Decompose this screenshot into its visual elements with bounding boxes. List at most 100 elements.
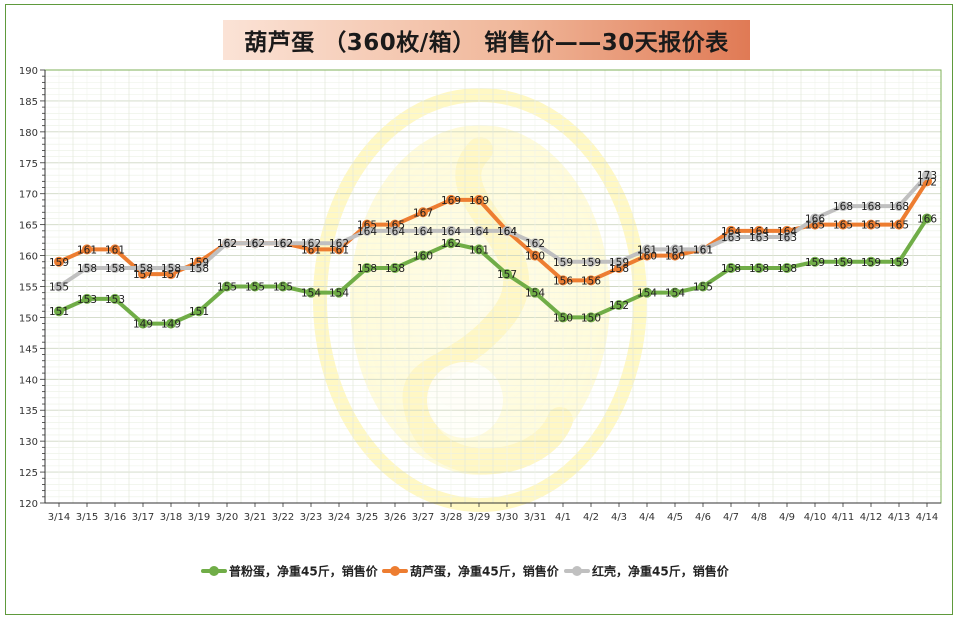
data-label-1: 161	[105, 244, 125, 256]
data-label-0: 151	[49, 306, 69, 318]
data-point-2	[250, 238, 260, 249]
data-point-1	[418, 207, 428, 218]
data-label-0: 158	[385, 263, 405, 275]
x-tick-label: 4/6	[695, 512, 711, 523]
data-label-0: 154	[665, 288, 685, 300]
data-point-0	[222, 281, 232, 292]
grid	[44, 69, 942, 504]
legend-label-2: 红壳，净重45斤，销售价	[592, 564, 730, 579]
data-label-2: 168	[861, 201, 881, 213]
data-label-1: 158	[609, 263, 629, 275]
data-label-1: 169	[469, 195, 489, 207]
data-point-0	[614, 300, 624, 311]
y-tick-label: 185	[19, 97, 38, 108]
data-label-2: 162	[329, 238, 349, 250]
data-label-1: 164	[497, 226, 517, 238]
x-tick-label: 4/12	[860, 512, 882, 523]
data-point-2	[334, 238, 344, 249]
y-tick-label: 160	[19, 252, 38, 263]
data-label-0: 154	[637, 288, 657, 300]
data-point-2	[362, 225, 372, 236]
data-label-1: 165	[889, 220, 909, 232]
data-label-0: 149	[161, 319, 181, 331]
data-label-1: 165	[861, 220, 881, 232]
data-label-0: 161	[469, 244, 489, 256]
data-point-0	[698, 281, 708, 292]
data-point-1	[586, 275, 596, 286]
data-point-1	[558, 275, 568, 286]
data-point-0	[558, 312, 568, 323]
data-label-2: 164	[357, 226, 377, 238]
data-label-2: 159	[609, 257, 629, 269]
x-tick-label: 3/15	[76, 512, 98, 523]
data-point-2	[698, 244, 708, 255]
data-point-2	[306, 238, 316, 249]
data-label-0: 159	[861, 257, 881, 269]
data-point-2	[418, 225, 428, 236]
data-label-0: 154	[301, 288, 321, 300]
y-tick-label: 190	[19, 66, 38, 77]
data-point-0	[446, 238, 456, 249]
data-label-0: 158	[357, 263, 377, 275]
data-label-1: 161	[77, 244, 97, 256]
data-point-1	[530, 250, 540, 261]
data-point-2	[138, 262, 148, 273]
data-point-0	[82, 293, 92, 304]
data-point-0	[838, 256, 848, 267]
data-label-1: 162	[245, 238, 265, 250]
data-label-2: 163	[777, 232, 797, 244]
data-label-2: 164	[497, 226, 517, 238]
data-point-0	[754, 262, 764, 273]
data-label-1: 161	[329, 244, 349, 256]
data-label-2: 162	[217, 238, 237, 250]
y-tick-label: 180	[19, 128, 38, 139]
data-label-1: 159	[49, 257, 69, 269]
data-point-1	[866, 219, 876, 230]
data-label-2: 161	[637, 244, 657, 256]
data-label-1: 165	[357, 220, 377, 232]
data-label-2: 168	[833, 201, 853, 213]
data-label-2: 166	[805, 213, 825, 225]
x-tick-label: 4/9	[779, 512, 795, 523]
data-label-2: 163	[749, 232, 769, 244]
data-label-0: 157	[497, 269, 517, 281]
data-point-2	[166, 262, 176, 273]
data-label-1: 162	[273, 238, 293, 250]
data-label-2: 162	[301, 238, 321, 250]
data-point-0	[810, 256, 820, 267]
x-tick-label: 3/26	[384, 512, 406, 523]
data-point-1	[82, 244, 92, 255]
axes: 120 125 130 135 140 145 150 155 160 165 170 175 180 1…	[19, 66, 942, 523]
data-label-1: 160	[637, 251, 657, 263]
data-label-0: 153	[77, 294, 97, 306]
data-label-1: 164	[721, 226, 741, 238]
data-label-1: 161	[693, 244, 713, 256]
data-label-0: 150	[553, 312, 573, 324]
data-label-1: 157	[161, 269, 181, 281]
data-point-2	[866, 201, 876, 212]
data-label-2: 158	[161, 263, 181, 275]
data-label-1: 156	[581, 275, 601, 287]
data-label-2: 168	[889, 201, 909, 213]
data-label-0: 159	[889, 257, 909, 269]
data-point-0	[138, 318, 148, 329]
x-tick-label: 4/4	[639, 512, 655, 523]
y-tick-label: 125	[19, 468, 38, 479]
x-tick-label: 3/21	[244, 512, 266, 523]
data-point-0	[670, 287, 680, 298]
data-label-0: 166	[917, 213, 937, 225]
data-label-2: 158	[133, 263, 153, 275]
data-point-0	[642, 287, 652, 298]
data-label-2: 164	[385, 226, 405, 238]
data-label-2: 155	[49, 282, 69, 294]
data-point-2	[194, 262, 204, 273]
y-tick-label: 135	[19, 406, 38, 417]
data-point-2	[586, 256, 596, 267]
data-point-2	[446, 225, 456, 236]
x-tick-label: 4/7	[723, 512, 739, 523]
data-point-2	[278, 238, 288, 249]
data-label-0: 153	[105, 294, 125, 306]
data-label-2: 161	[693, 244, 713, 256]
data-point-0	[390, 262, 400, 273]
